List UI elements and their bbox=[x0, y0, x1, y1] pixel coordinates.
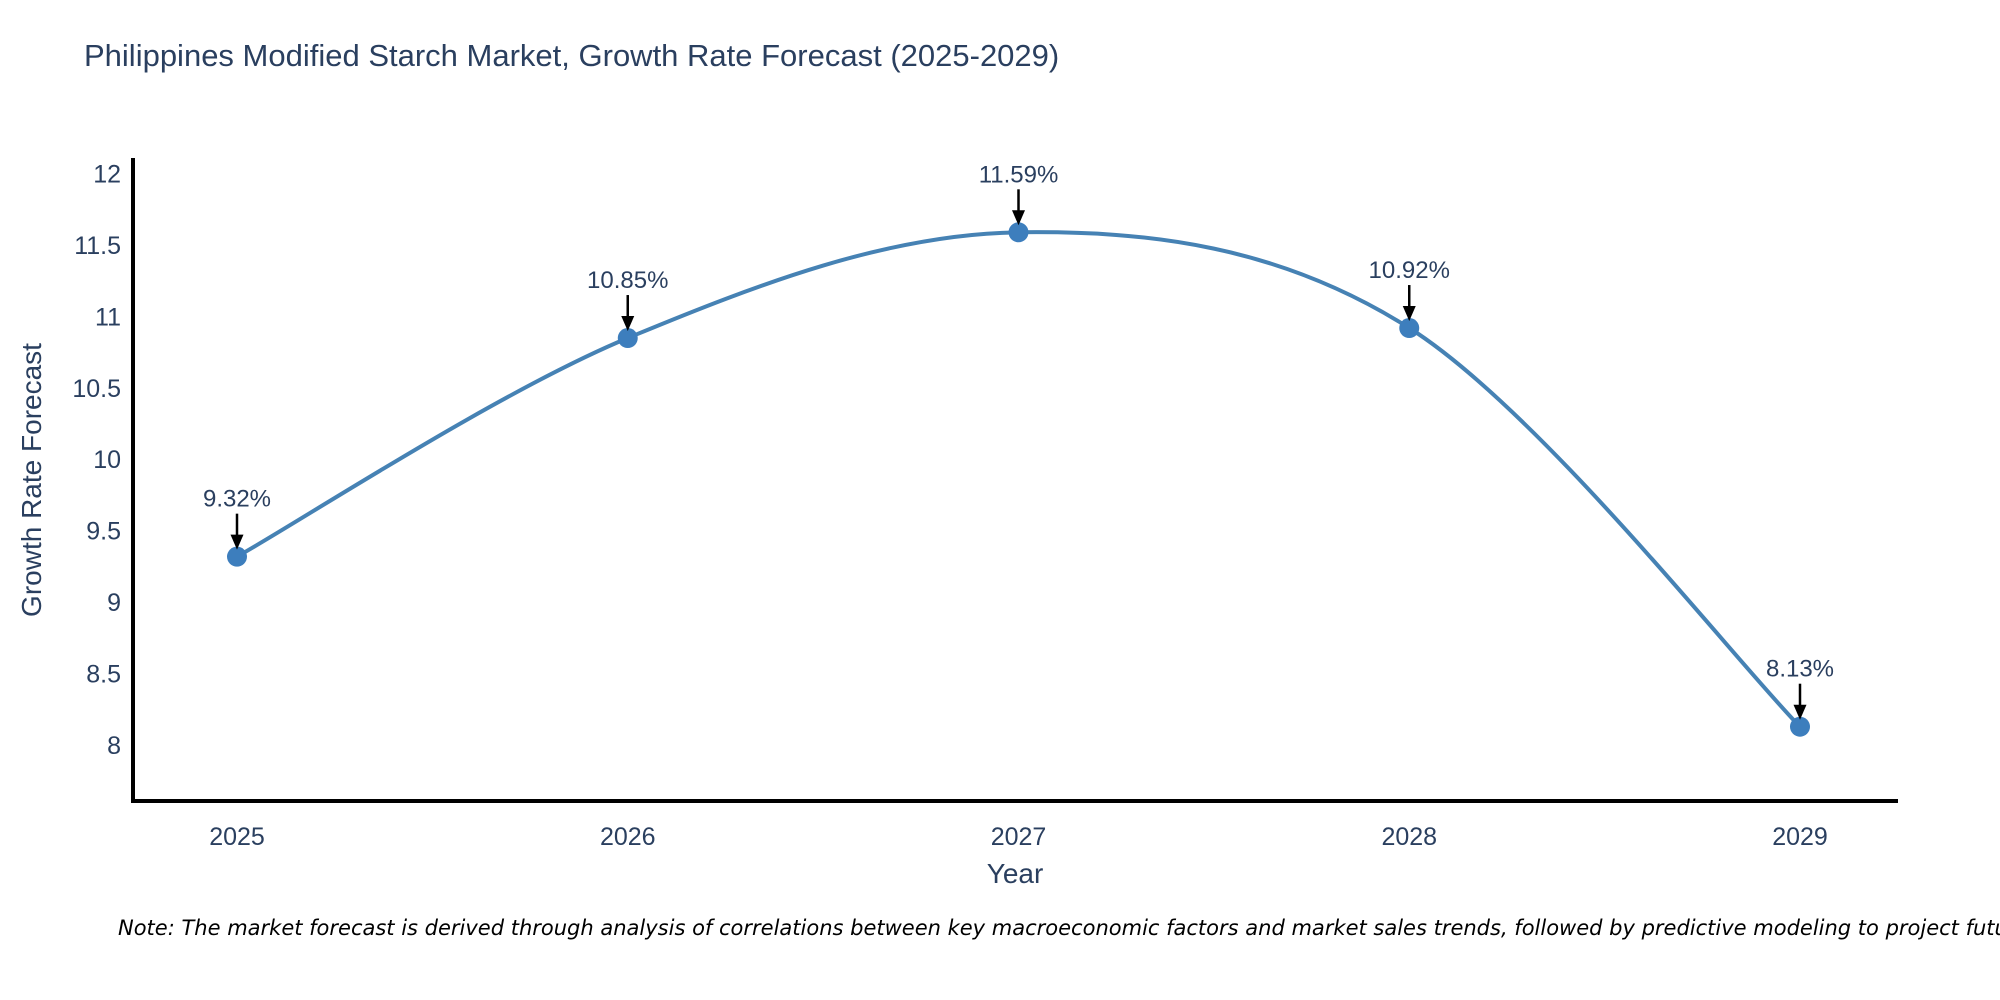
annotation-arrowhead-icon bbox=[230, 534, 244, 550]
annotation-arrowhead-icon bbox=[1012, 210, 1025, 226]
x-tick-label: 2025 bbox=[209, 823, 265, 851]
data-point-marker[interactable] bbox=[1790, 716, 1810, 737]
y-tick-label: 9 bbox=[107, 589, 121, 617]
annotation-arrowhead-icon bbox=[1793, 704, 1807, 720]
y-tick-label: 8 bbox=[107, 732, 121, 760]
footnote: Note: The market forecast is derived thr… bbox=[118, 916, 2000, 940]
annotation-arrowhead-icon bbox=[1402, 306, 1416, 322]
annotation-arrowhead-icon bbox=[621, 316, 635, 332]
x-tick-label: 2028 bbox=[1381, 823, 1437, 851]
annotation-label: 9.32% bbox=[203, 486, 271, 513]
x-tick-label: 2026 bbox=[600, 823, 656, 851]
x-tick-label: 2029 bbox=[1772, 823, 1828, 851]
y-tick-label: 8.5 bbox=[86, 661, 121, 689]
data-point-marker[interactable] bbox=[227, 546, 247, 567]
chart-title: Philippines Modified Starch Market, Grow… bbox=[84, 38, 1060, 73]
data-point-marker[interactable] bbox=[617, 328, 638, 349]
y-tick-label: 9.5 bbox=[86, 518, 121, 546]
annotation-label: 8.13% bbox=[1766, 656, 1834, 683]
y-tick-label: 10.5 bbox=[72, 375, 121, 403]
y-tick-label: 11 bbox=[95, 303, 121, 331]
annotation-label: 10.92% bbox=[1369, 257, 1450, 284]
annotation-label: 11.59% bbox=[979, 161, 1059, 188]
data-point-marker[interactable] bbox=[1008, 222, 1029, 243]
annotation-label: 10.85% bbox=[587, 267, 668, 294]
y-tick-label: 10 bbox=[93, 446, 121, 474]
y-tick-label: 11.5 bbox=[74, 232, 121, 260]
x-tick-label: 2027 bbox=[991, 823, 1047, 851]
x-axis-title: Year bbox=[986, 858, 1044, 889]
data-point-marker[interactable] bbox=[1399, 318, 1420, 339]
y-tick-label: 12 bbox=[93, 160, 121, 188]
series-line bbox=[236, 230, 1802, 729]
